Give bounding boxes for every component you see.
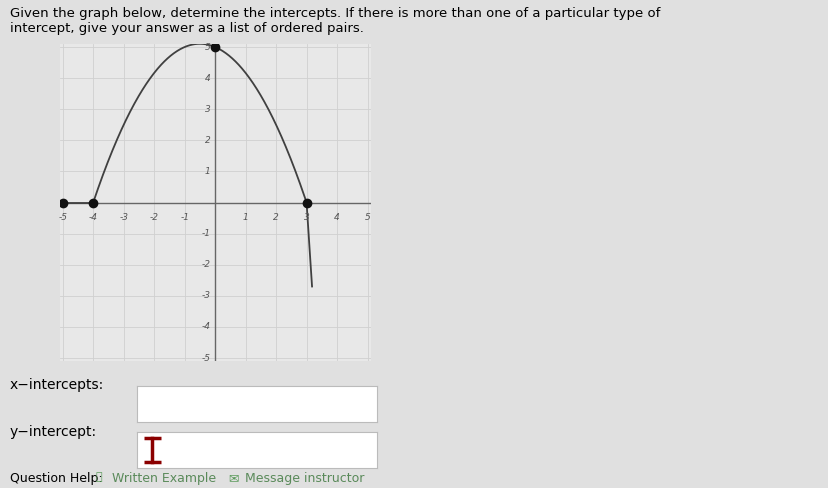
Text: 2: 2: [273, 213, 278, 223]
Text: x−intercepts:: x−intercepts:: [10, 378, 104, 392]
Text: 📄: 📄: [95, 472, 102, 482]
Text: intercept, give your answer as a list of ordered pairs.: intercept, give your answer as a list of…: [10, 22, 363, 35]
Text: Message instructor: Message instructor: [244, 472, 363, 486]
Text: -4: -4: [89, 213, 98, 223]
Text: -5: -5: [58, 213, 67, 223]
Text: -2: -2: [150, 213, 158, 223]
Text: Question Help:: Question Help:: [10, 472, 103, 486]
Text: 1: 1: [205, 167, 210, 176]
Text: 2: 2: [205, 136, 210, 145]
Text: y−intercept:: y−intercept:: [10, 425, 97, 439]
Text: -2: -2: [201, 260, 210, 269]
Text: 4: 4: [334, 213, 339, 223]
Text: -4: -4: [201, 323, 210, 331]
Text: 3: 3: [205, 105, 210, 114]
Text: -3: -3: [201, 291, 210, 300]
Text: -1: -1: [180, 213, 189, 223]
Text: 5: 5: [364, 213, 370, 223]
Text: 1: 1: [243, 213, 248, 223]
Text: -5: -5: [201, 353, 210, 363]
Text: 4: 4: [205, 74, 210, 82]
Text: 3: 3: [303, 213, 309, 223]
Text: -3: -3: [119, 213, 128, 223]
Text: Given the graph below, determine the intercepts. If there is more than one of a : Given the graph below, determine the int…: [10, 7, 660, 20]
Text: 5: 5: [205, 42, 210, 52]
Text: ✉: ✉: [228, 472, 238, 486]
Text: Written Example: Written Example: [112, 472, 216, 486]
Text: -1: -1: [201, 229, 210, 238]
